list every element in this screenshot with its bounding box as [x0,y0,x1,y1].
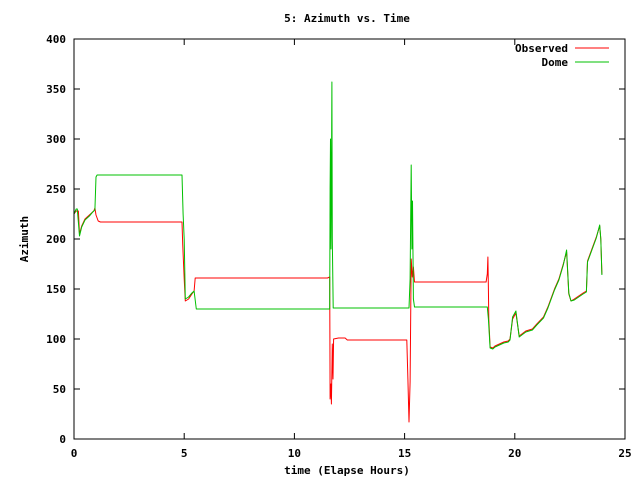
chart-title: 5: Azimuth vs. Time [284,12,410,25]
y-tick-label: 200 [46,233,66,246]
axis-ticks: 0 50 100 150 200 250 300 350 400 0 5 10 15 20 25 [46,33,632,460]
x-tick-label: 20 [508,447,521,460]
x-tick-label: 25 [618,447,631,460]
y-tick-label: 100 [46,333,66,346]
x-tick-label: 10 [288,447,301,460]
y-tick-label: 150 [46,283,66,296]
y-tick-label: 400 [46,33,66,46]
legend-label-dome: Dome [542,56,569,69]
x-tick-label: 0 [71,447,78,460]
series-line-dome [73,81,603,350]
series-lines [73,81,603,423]
y-axis-label: Azimuth [18,216,31,262]
x-axis-label: time (Elapse Hours) [284,464,410,477]
y-tick-label: 250 [46,183,66,196]
y-tick-label: 50 [53,383,66,396]
x-tick-label: 5 [181,447,188,460]
legend-label-observed: Observed [515,42,568,55]
x-tick-label: 15 [398,447,411,460]
series-line-observed [73,207,603,423]
y-tick-label: 300 [46,133,66,146]
plot-frame [73,38,626,440]
y-tick-label: 0 [59,433,66,446]
legend: Observed Dome [515,42,609,69]
y-tick-label: 350 [46,83,66,96]
